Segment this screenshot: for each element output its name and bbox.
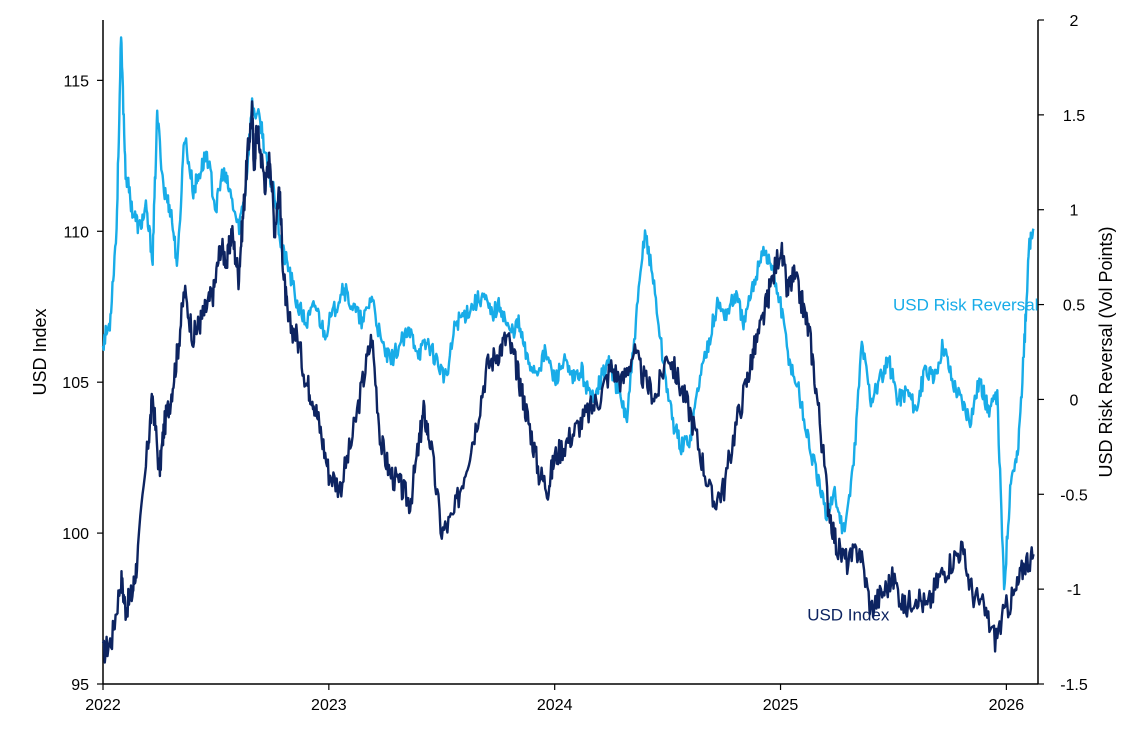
y-tick-label: 105: [62, 375, 89, 392]
y-tick-label: 95: [71, 677, 89, 694]
left-axis-title: USD Index: [30, 308, 50, 395]
y2-tick-label: -1.5: [1060, 677, 1088, 694]
y-tick-label: 100: [62, 526, 89, 543]
usd-risk-reversal-label: USD Risk Reversal: [893, 295, 1038, 314]
chart-axes: [102, 20, 1039, 685]
y2-tick-label: -1: [1067, 582, 1081, 599]
usd-index-label: USD Index: [807, 606, 890, 625]
right-axis-title: USD Risk Reversal (Vol Points): [1096, 226, 1116, 477]
y-tick-label: 115: [63, 73, 89, 90]
x-tick-label: 2026: [989, 697, 1025, 714]
y2-tick-label: 1: [1070, 203, 1079, 220]
y2-tick-label: 1.5: [1063, 108, 1085, 125]
y-tick-label: 110: [63, 224, 89, 241]
x-tick-label: 2023: [311, 697, 347, 714]
x-tick-label: 2022: [85, 697, 121, 714]
y2-tick-label: -0.5: [1060, 487, 1088, 504]
y2-tick-label: 2: [1070, 13, 1079, 30]
x-tick-label: 2024: [537, 697, 573, 714]
usd-risk-reversal-line: [101, 36, 1035, 591]
tick-labels: 2022 2023 2024 2025 2026 95 100 105 110 115 -1.5 -1…: [62, 13, 1088, 714]
y2-tick-label: 0: [1070, 392, 1079, 409]
series-layer: [101, 36, 1035, 664]
y2-tick-label: 0.5: [1063, 298, 1085, 315]
usd-index-line: [101, 100, 1035, 664]
x-tick-label: 2025: [763, 697, 799, 714]
